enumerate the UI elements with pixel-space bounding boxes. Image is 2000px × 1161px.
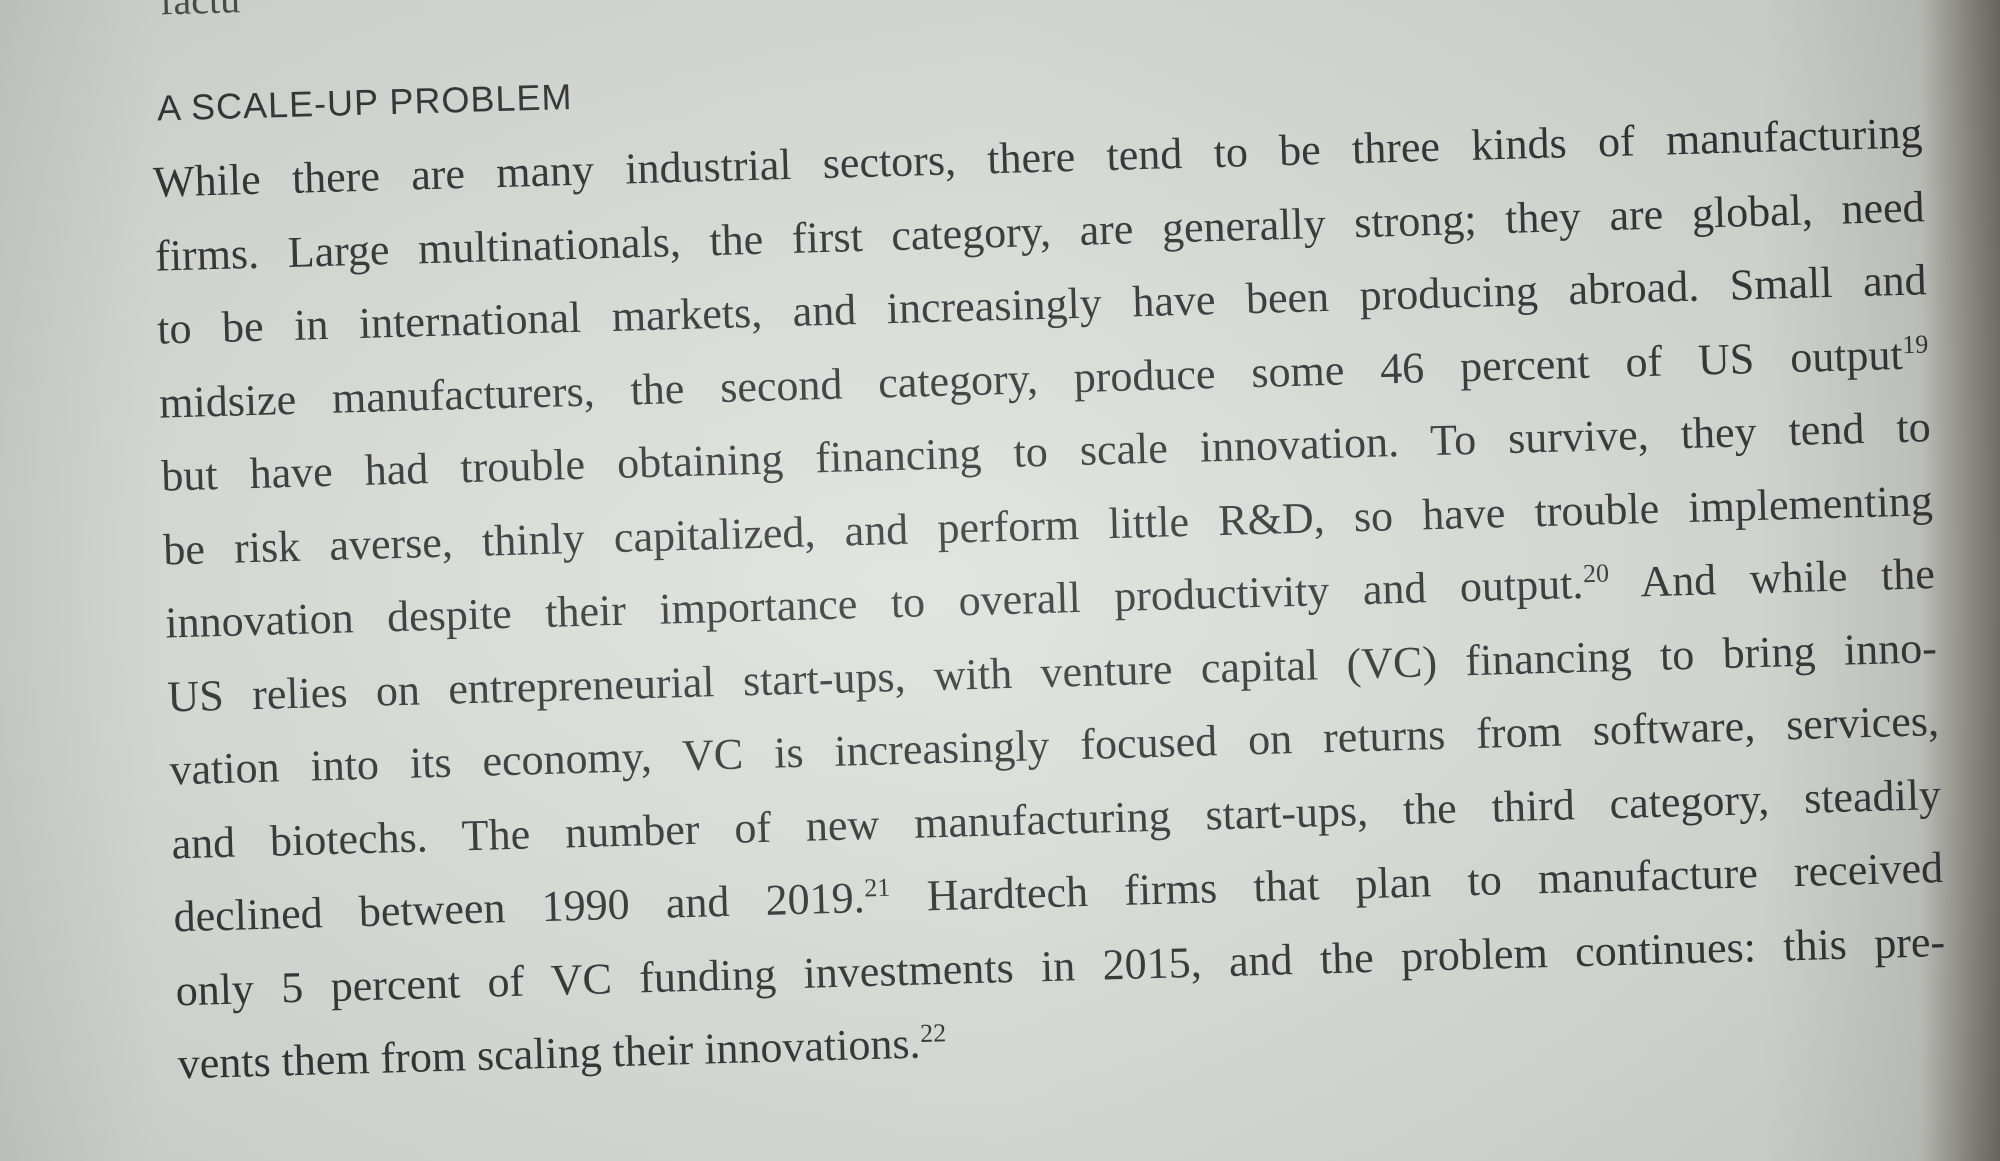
line-text: vents them from scaling their innovation… — [177, 1018, 922, 1089]
footnote-ref: 20 — [1582, 558, 1610, 589]
footnote-ref: 19 — [1901, 329, 1929, 359]
footnote-ref: 22 — [919, 1018, 947, 1048]
previous-text-fragment: factu — [159, 0, 240, 24]
line-text: And while the — [1608, 549, 1936, 608]
section-heading: A SCALE-UP PROBLEM — [156, 75, 573, 129]
body-paragraph: While there are many industrial sectors,… — [152, 96, 1948, 1101]
footnote-ref: 21 — [863, 872, 891, 903]
line-text: declined between 1990 and 2019. — [172, 873, 866, 942]
book-page: factu A SCALE-UP PROBLEM While there are… — [140, 0, 1962, 1161]
